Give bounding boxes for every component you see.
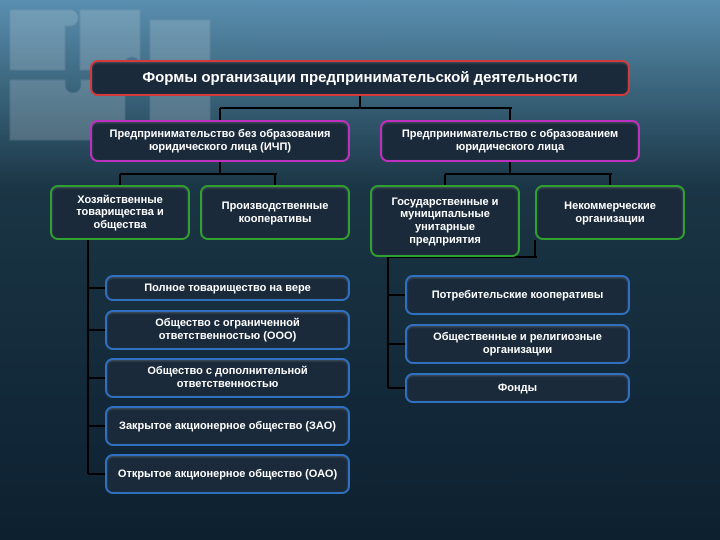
node-b3: Общество с дополнительной ответственност… [105,358,350,398]
edge [120,173,277,175]
edge [359,96,361,108]
edge [509,162,511,174]
edge [274,174,276,185]
node-l2b: Производственные кооперативы [200,185,350,240]
node-r2: Общественные и религиозные организации [405,324,630,364]
edge [219,162,221,174]
edge [87,240,89,474]
edge [609,174,611,185]
node-l1a: Предпринимательство без образования юрид… [90,120,350,162]
node-b1: Полное товарищество на вере [105,275,350,301]
node-r3: Фонды [405,373,630,403]
node-l2c: Государственные и муниципальные унитарны… [370,185,520,257]
edge [387,257,389,388]
node-root: Формы организации предпринимательской де… [90,60,630,96]
puzzle-background [0,0,260,200]
edge [220,107,512,109]
edge [534,240,536,257]
node-l2d: Некоммерческие организации [535,185,685,240]
edge [445,173,612,175]
edge [119,174,121,185]
edge [219,108,221,120]
edge [444,174,446,185]
node-b4: Закрытое акционерное общество (ЗАО) [105,406,350,446]
edge [509,108,511,120]
node-r1: Потребительские кооперативы [405,275,630,315]
node-l1b: Предпринимательство с образованием юриди… [380,120,640,162]
node-b5: Открытое акционерное общество (ОАО) [105,454,350,494]
node-b2: Общество с ограниченной ответственностью… [105,310,350,350]
node-l2a: Хозяйственные товарищества и общества [50,185,190,240]
